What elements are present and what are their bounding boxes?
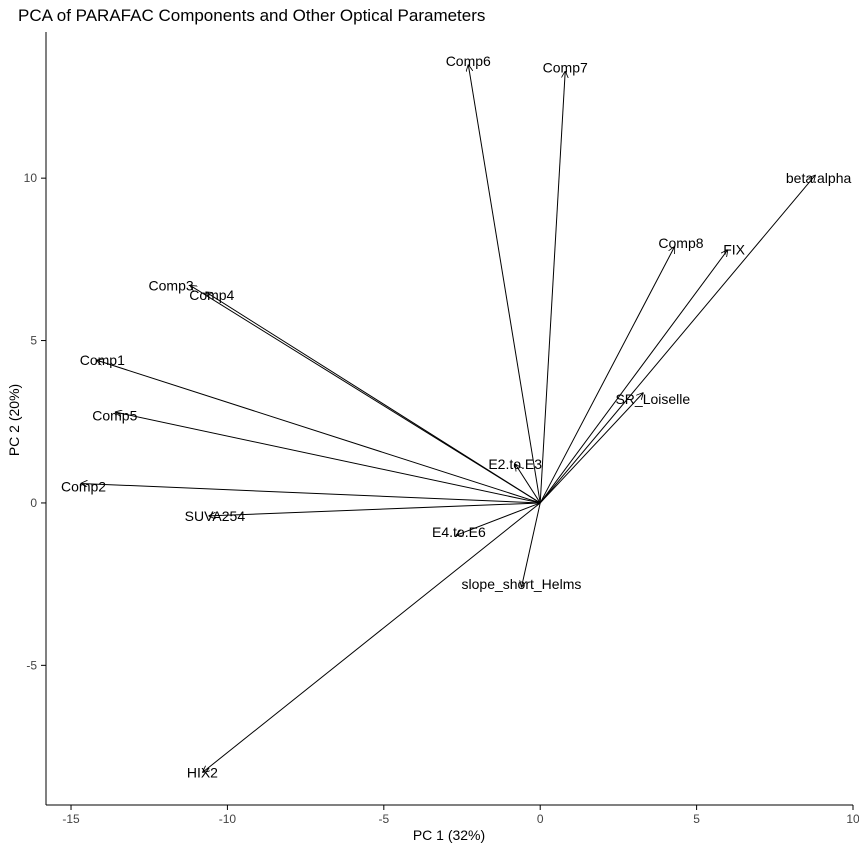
vector-label-comp7: Comp7	[543, 60, 588, 76]
vector-label-e4-to-e6: E4.to.E6	[432, 524, 486, 540]
x-tick-label: 0	[537, 812, 544, 826]
vector-label-suva254: SUVA254	[185, 508, 246, 524]
x-ticks: -15 -10 -5 0 5 10	[62, 805, 859, 826]
vector-sr-loiselle	[539, 393, 643, 504]
vector-beta-alpha	[539, 175, 815, 504]
x-axis-title: PC 1 (32%)	[413, 827, 485, 843]
vector-hix2	[202, 502, 541, 773]
vector-suva254	[209, 502, 541, 516]
x-tick-label: 10	[846, 812, 859, 826]
vector-label-e2-to-e3: E2.to.E3	[488, 456, 542, 472]
vector-label-sr-loiselle: SR_Loiselle	[615, 391, 690, 407]
chart-title: PCA of PARAFAC Components and Other Opti…	[18, 6, 486, 25]
vector-label-beta-alpha: beta.alpha	[786, 170, 852, 186]
vector-label-comp8: Comp8	[658, 235, 703, 251]
vector-fix	[539, 250, 728, 504]
vector-label-comp2: Comp2	[61, 479, 106, 495]
x-tick-label: -5	[378, 812, 389, 826]
vector-comp2	[80, 483, 541, 504]
vector-label-comp3: Comp3	[149, 277, 194, 293]
y-tick-label: 10	[24, 171, 38, 185]
x-tick-label: -10	[219, 812, 237, 826]
x-tick-label: -15	[62, 812, 80, 826]
vector-label-slope-short-helms: slope_short_Helms	[462, 576, 582, 592]
vector-comp7	[539, 71, 565, 503]
loading-vectors	[80, 64, 815, 772]
vector-label-comp6: Comp6	[446, 53, 491, 69]
vector-e2-to-e3	[515, 464, 541, 504]
y-tick-label: 5	[30, 334, 37, 348]
vector-comp1	[96, 360, 541, 504]
vector-comp5	[115, 412, 541, 504]
vector-comp8	[539, 246, 676, 504]
y-axis-title: PC 2 (20%)	[6, 384, 22, 456]
vector-slope-short-helms	[521, 502, 541, 587]
vector-label-comp5: Comp5	[92, 407, 137, 423]
y-ticks: -5 0 5 10	[24, 171, 46, 672]
vector-label-comp4: Comp4	[189, 287, 234, 303]
vector-label-fix: FIX	[723, 242, 745, 258]
y-tick-label: -5	[26, 658, 37, 672]
vector-comp4	[206, 292, 541, 504]
vector-comp6	[468, 64, 541, 504]
vector-e4-to-e6	[456, 502, 541, 535]
vector-label-comp1: Comp1	[80, 352, 125, 368]
y-tick-label: 0	[30, 496, 37, 510]
x-tick-label: 5	[693, 812, 700, 826]
vector-label-hix2: HIX2	[187, 765, 218, 781]
